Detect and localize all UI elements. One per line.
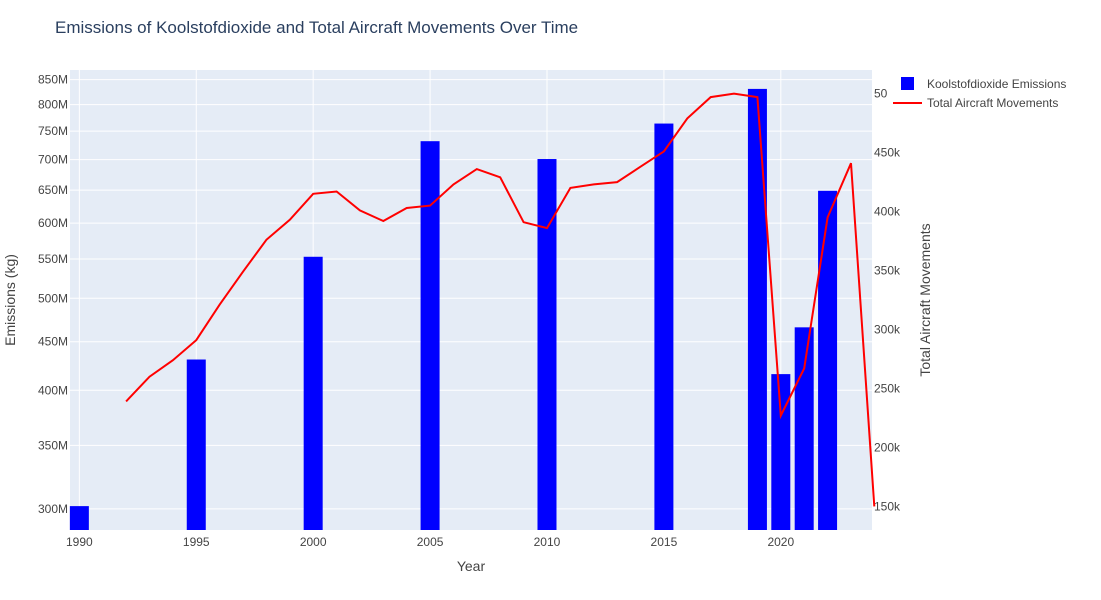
x-tick-label: 1990 (66, 535, 93, 549)
x-tick-label: 1995 (183, 535, 210, 549)
bar-2022[interactable] (818, 190, 838, 530)
chart-title: Emissions of Koolstofdioxide and Total A… (55, 18, 579, 37)
y2-tick-label: 200k (874, 440, 901, 454)
y-tick-label: 300M (38, 502, 68, 516)
bar-2021[interactable] (794, 327, 814, 530)
y2-axis-title: Total Aircraft Movements (917, 223, 933, 376)
legend-label-movements: Total Aircraft Movements (927, 96, 1058, 110)
y-tick-label: 500M (38, 291, 68, 305)
bar-2015[interactable] (654, 123, 674, 531)
y-tick-label: 650M (38, 183, 68, 197)
bar-2005[interactable] (420, 141, 440, 530)
y-tick-label: 850M (38, 73, 68, 87)
y-tick-label: 400M (38, 383, 68, 397)
bar-2019[interactable] (747, 88, 767, 530)
y2-tick-label: 250k (874, 381, 901, 395)
x-tick-label: 2010 (534, 535, 561, 549)
x-axis-title: Year (457, 558, 486, 574)
y2-tick-label: 400k (874, 205, 901, 219)
y2-tick-label: 50 (874, 87, 888, 101)
y-axis: 300M 350M 400M 450M 500M 550M 600M 650M 700M 750M… (38, 73, 68, 516)
y-tick-label: 350M (38, 438, 68, 452)
x-tick-label: 2005 (417, 535, 444, 549)
line-layer (125, 92, 876, 507)
bars (69, 88, 838, 531)
bar-1995[interactable] (186, 359, 206, 530)
x-tick-label: 2015 (651, 535, 678, 549)
y2-tick-label: 350k (874, 264, 901, 278)
x-axis: 1990 1995 2000 2005 2010 2015 2020 (66, 535, 794, 549)
x-tick-label: 2000 (300, 535, 327, 549)
legend-label-emissions: Koolstofdioxide Emissions (927, 77, 1066, 91)
y2-axis: 150k 200k 250k 300k 350k 400k 450k 50 (874, 87, 901, 514)
legend-item-emissions[interactable]: Koolstofdioxide Emissions (901, 77, 1066, 91)
x-tick-label: 2020 (767, 535, 794, 549)
legend: Koolstofdioxide Emissions Total Aircraft… (893, 77, 1066, 110)
y2-tick-label: 450k (874, 146, 901, 160)
y-tick-label: 550M (38, 252, 68, 266)
legend-swatch-bar (901, 77, 914, 90)
y2-tick-label: 300k (874, 322, 901, 336)
y-tick-label: 700M (38, 153, 68, 167)
y2-tick-label: 150k (874, 499, 901, 513)
bar-2010[interactable] (537, 159, 557, 531)
y-tick-label: 800M (38, 98, 68, 112)
line-total-aircraft-movements[interactable] (125, 92, 876, 507)
y-tick-label: 600M (38, 216, 68, 230)
legend-item-movements[interactable]: Total Aircraft Movements (893, 96, 1058, 110)
bar-1990[interactable] (69, 506, 89, 530)
bar-2020[interactable] (771, 374, 791, 530)
y-axis-title: Emissions (kg) (2, 254, 18, 346)
y-tick-label: 750M (38, 124, 68, 138)
bar-2000[interactable] (303, 256, 323, 530)
y-tick-label: 450M (38, 335, 68, 349)
